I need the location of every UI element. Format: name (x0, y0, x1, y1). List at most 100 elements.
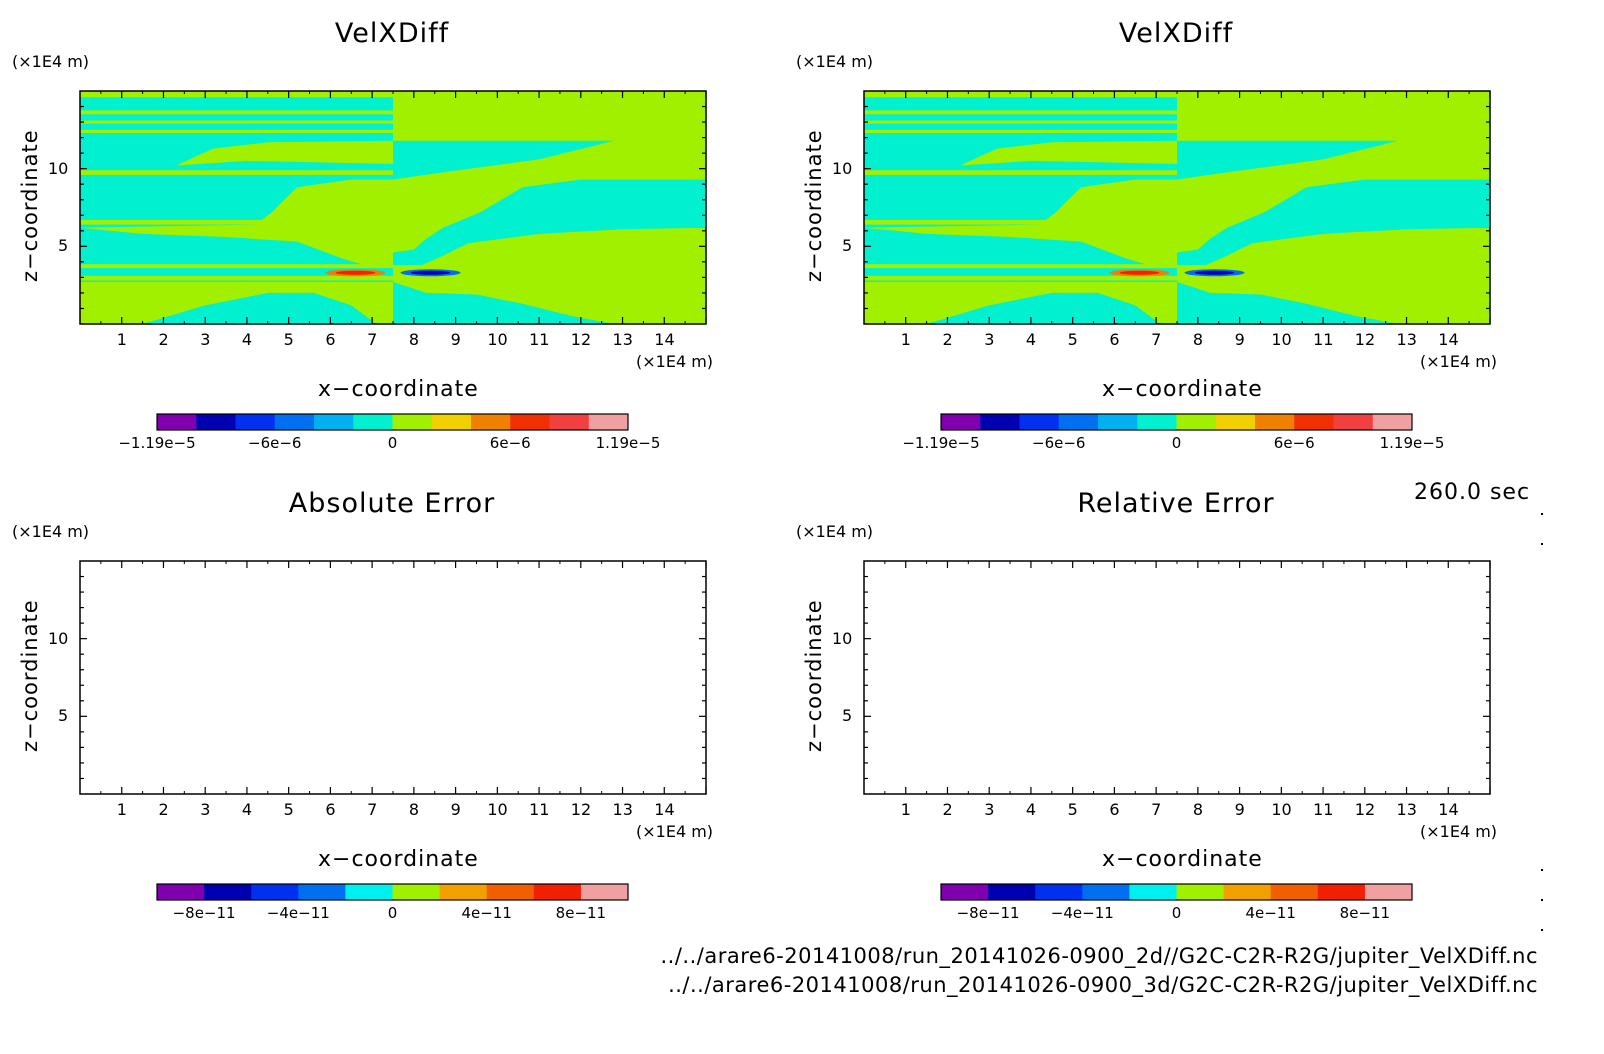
time-label: 260.0 sec (1414, 480, 1531, 505)
x-tick-label: 4 (1025, 330, 1037, 349)
contour-stripe (80, 129, 706, 133)
colorbar-swatch (251, 884, 299, 900)
contour-region (864, 282, 1177, 324)
colorbar-swatch (533, 884, 582, 900)
contour-region (864, 179, 1177, 265)
x-tick-label: 8 (1192, 800, 1204, 819)
y-tick-label: 10 (48, 628, 69, 648)
x-tick-label: 4 (1025, 800, 1037, 819)
plot-frame (863, 560, 1491, 795)
y-axis-label: z−coordinate (802, 599, 826, 752)
contour-stripe (80, 94, 706, 98)
colorbar-label: 6e−6 (1273, 434, 1315, 452)
colorbar-label: −6e−6 (248, 434, 302, 452)
marker-dot (1541, 929, 1543, 931)
x-tick-label: 6 (1109, 330, 1120, 349)
min-extreme-core (1194, 270, 1235, 275)
contour-region (1177, 282, 1399, 324)
x-tick-label: 5 (283, 330, 294, 349)
plot-area (79, 560, 707, 901)
x-tick-label: 11 (1313, 330, 1334, 349)
colorbar-swatch (1176, 414, 1217, 430)
colorbar-frame (940, 413, 1413, 431)
x-tick-label: 1 (116, 330, 127, 349)
colorbar-swatch (1255, 414, 1295, 430)
contour-stripe (864, 110, 1490, 115)
contour-field (80, 91, 706, 324)
colorbar-label: 0 (387, 434, 398, 452)
y-tick-label: 5 (58, 706, 69, 726)
marker-dot (1541, 869, 1543, 871)
colorbar-swatch (1137, 414, 1177, 430)
colorbar-label: 8e−11 (555, 904, 607, 922)
x-tick-label: 13 (1396, 330, 1417, 349)
x-tick-label: 6 (1109, 800, 1120, 819)
colorbar-swatch (1333, 414, 1374, 430)
colorbar-label: −6e−6 (1032, 434, 1086, 452)
colorbar-swatch (235, 414, 276, 430)
contour-region (393, 179, 706, 265)
colorbar-swatch (298, 884, 346, 900)
marker-dot (1541, 543, 1543, 545)
marker-dot (1541, 513, 1543, 515)
y-tick-label: 10 (832, 628, 853, 648)
colorbar-frame (156, 413, 629, 431)
colorbar-swatch (1372, 414, 1413, 430)
colorbar-swatch (1364, 884, 1413, 900)
x-axis-label: x−coordinate (1102, 847, 1263, 872)
colorbar-swatch (1270, 884, 1319, 900)
colorbar-swatch (1082, 884, 1130, 900)
contour-region (80, 282, 393, 324)
contour-region (864, 91, 1177, 95)
plot-area (863, 560, 1491, 901)
x-tick-label: 12 (1354, 800, 1376, 819)
contour-region (80, 179, 393, 265)
x-tick-label: 10 (1271, 330, 1292, 349)
x-tick-label: 13 (612, 330, 633, 349)
colorbar-swatch (274, 414, 315, 430)
y-axis-label: z−coordinate (802, 129, 826, 282)
colorbar-label: 0 (387, 904, 398, 922)
colorbar-swatch (431, 414, 472, 430)
plot-area (863, 90, 1491, 431)
x-tick-label: 3 (984, 800, 995, 819)
y-tick-label: 10 (48, 158, 69, 178)
contour-region (175, 140, 393, 166)
x-axis-label: x−coordinate (318, 377, 479, 402)
x-tick-label: 4 (241, 800, 253, 819)
x-tick-label: 5 (1067, 800, 1078, 819)
x-unit-label: (×1E4 m) (636, 352, 714, 371)
colorbar-swatch (486, 884, 535, 900)
y-unit-label: (×1E4 m) (12, 522, 90, 541)
x-tick-label: 2 (942, 330, 953, 349)
x-tick-label: 14 (1438, 330, 1459, 349)
colorbar-label: −8e−11 (956, 904, 1020, 922)
x-tick-label: 3 (984, 330, 995, 349)
contour-region (393, 140, 615, 180)
panel-title: Absolute Error (288, 488, 496, 519)
panel-title: VelXDiff (1118, 18, 1234, 49)
x-tick-label: 9 (1234, 330, 1245, 349)
contour-stripe (864, 129, 1490, 133)
y-axis-label: z−coordinate (18, 599, 42, 752)
x-tick-label: 2 (158, 330, 169, 349)
colorbar-swatch (196, 414, 236, 430)
y-axis-label: z−coordinate (18, 129, 42, 282)
x-tick-label: 11 (529, 330, 550, 349)
colorbar-swatch (510, 414, 550, 430)
colorbar-swatch (353, 414, 393, 430)
colorbar-frame (940, 883, 1413, 901)
colorbar-swatch (1317, 884, 1366, 900)
x-tick-label: 7 (367, 330, 378, 349)
colorbar-swatch (471, 414, 511, 430)
x-tick-label: 7 (1151, 800, 1162, 819)
contour-stripe (80, 264, 706, 269)
colorbar-label: 4e−11 (1245, 904, 1296, 922)
panel-velxdiff-right: VelXDiff (×1E4 m) (×1E4 m) x−coordinate … (784, 0, 1564, 470)
plot-area (79, 90, 707, 431)
x-tick-label: 13 (1396, 800, 1417, 819)
x-tick-label: 14 (1438, 800, 1459, 819)
colorbar-label: −4e−11 (1050, 904, 1114, 922)
y-unit-label: (×1E4 m) (12, 52, 90, 71)
x-tick-label: 12 (570, 330, 592, 349)
